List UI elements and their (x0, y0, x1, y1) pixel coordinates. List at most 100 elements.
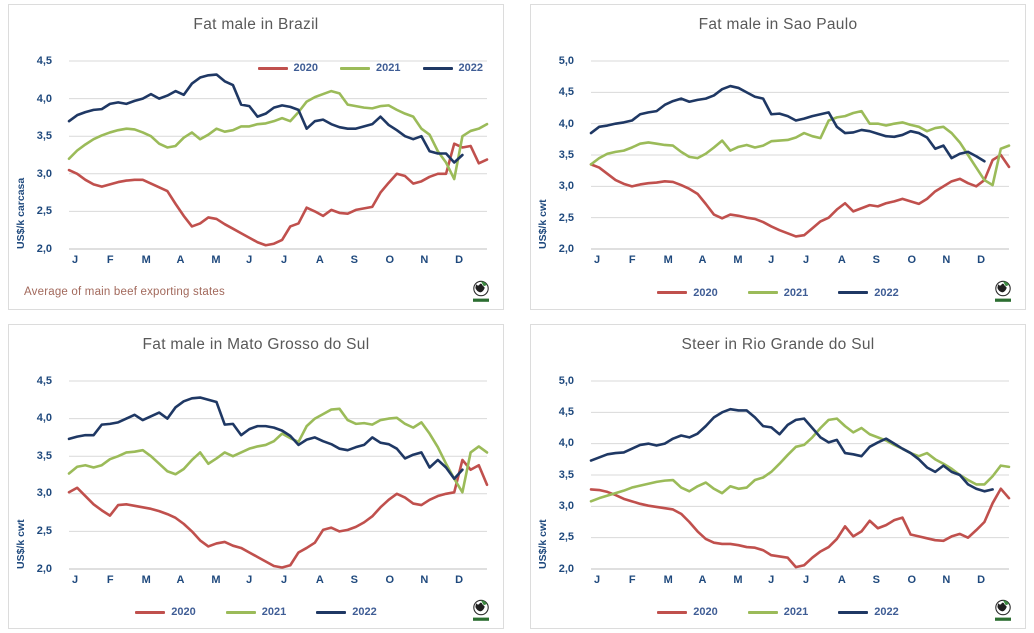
y-axis-ticks: 4,5 4,0 3,5 3,0 2,5 2,0 (9, 375, 61, 575)
x-tick-label: J (281, 254, 288, 266)
legend-item-2022: 2022 (422, 62, 483, 74)
legend-line-swatch (422, 66, 453, 70)
legend-label: 2021 (783, 286, 809, 299)
x-tick-label: N (420, 573, 429, 586)
x-tick-label: O (385, 254, 395, 266)
legend-line-swatch (225, 610, 256, 614)
chart-title: Fat male in Brazil (193, 16, 319, 33)
y-tick-label: 4,0 (558, 437, 574, 450)
x-tick-label: J (803, 573, 810, 586)
y-tick-label: 3,0 (558, 499, 574, 512)
x-tick-label: M (141, 254, 151, 266)
legend-label: 2021 (376, 62, 401, 74)
series-line-2020 (69, 459, 487, 567)
legend: 2020 2021 2022 (9, 606, 503, 618)
y-tick-label: 3,0 (36, 167, 52, 180)
x-tick-label: S (872, 573, 880, 586)
legend-label: 2021 (783, 606, 809, 618)
x-tick-label: M (211, 573, 221, 586)
series-line-2020 (69, 144, 487, 246)
series-line-2020 (591, 155, 1009, 236)
legend-line-swatch (340, 66, 371, 70)
y-tick-label: 2,5 (36, 205, 52, 218)
x-tick-label: J (72, 573, 79, 586)
x-tick-label: O (907, 254, 917, 266)
plot-area (69, 381, 487, 569)
x-tick-label: J (246, 254, 253, 266)
legend-label: 2020 (693, 286, 718, 299)
globe-logo (473, 599, 489, 621)
y-tick-label: 2,5 (36, 524, 52, 537)
x-tick-label: J (803, 254, 810, 266)
series-line-2022 (69, 75, 462, 163)
y-tick-label: 4,5 (558, 86, 574, 99)
y-tick-label: 4,5 (36, 374, 52, 387)
x-tick-label: D (455, 573, 464, 586)
x-tick-label: J (768, 573, 775, 586)
legend-label: 2020 (171, 606, 196, 618)
y-tick-label: 3,5 (36, 130, 52, 143)
x-tick-label: A (698, 573, 707, 586)
legend-item-2021: 2021 (747, 286, 809, 299)
x-tick-label: M (211, 254, 221, 266)
x-tick-label: D (455, 254, 464, 266)
y-tick-label: 4,5 (558, 405, 574, 418)
legend: 2020 2021 2022 (531, 606, 1025, 618)
y-tick-label: 3,5 (558, 149, 574, 161)
legend-label: 2020 (693, 606, 718, 618)
y-tick-label: 3,0 (558, 180, 574, 193)
y-tick-label: 2,0 (36, 243, 52, 255)
line-chart-svg (69, 381, 487, 569)
chart-panel-mato-grosso-do-sul: Fat male in Mato Grosso do Sul US$/k cwt… (8, 323, 504, 629)
series-line-2022 (69, 397, 462, 478)
x-tick-label: M (663, 254, 673, 266)
legend-item-2020: 2020 (657, 606, 718, 618)
chart-panel-sao-paulo: Fat male in Sao Paulo US$/k cwt 5,0 4,5 4,… (530, 4, 1026, 310)
y-tick-label: 3,0 (36, 487, 52, 500)
chart-panel-brazil: Fat male in Brazil US$/k carcasa 4,5 4,0 3… (8, 4, 504, 310)
globe-logo (473, 280, 489, 302)
legend-line-swatch (135, 610, 166, 614)
x-tick-label: A (315, 573, 324, 586)
footnote: Average of main beef exporting states (24, 285, 225, 298)
y-tick-label: 3,5 (558, 468, 574, 481)
series-line-2021 (591, 418, 1009, 501)
y-axis-ticks: 4,5 4,0 3,5 3,0 2,5 2,0 (9, 55, 61, 255)
y-axis-ticks: 5,0 4,5 4,0 3,5 3,0 2,5 2,0 (531, 375, 583, 575)
series-line-2021 (69, 408, 487, 491)
plot-area (591, 381, 1009, 569)
series-line-2020 (591, 488, 1009, 566)
x-tick-label: F (628, 254, 636, 266)
globe-logo (995, 280, 1011, 302)
chart-title: Fat male in Mato Grosso do Sul (142, 335, 370, 353)
series-line-2022 (591, 86, 984, 161)
legend-line-swatch (747, 291, 778, 294)
y-tick-label: 2,5 (558, 211, 574, 224)
globe-logo (995, 599, 1011, 621)
x-tick-label: M (141, 573, 151, 586)
y-tick-label: 3,5 (36, 449, 52, 462)
x-tick-label: J (246, 573, 253, 586)
line-chart-svg (591, 61, 1009, 249)
x-tick-label: M (663, 573, 673, 586)
x-tick-label: F (106, 573, 114, 586)
x-tick-label: M (733, 254, 743, 266)
series-line-2021 (69, 91, 487, 179)
legend-line-swatch (657, 610, 688, 614)
plot-area (591, 61, 1009, 249)
legend-item-2020: 2020 (657, 286, 718, 299)
legend-item-2022: 2022 (838, 606, 899, 618)
x-tick-label: N (942, 254, 951, 266)
y-tick-label: 2,0 (558, 243, 574, 255)
y-tick-label: 4,0 (36, 92, 52, 105)
x-tick-label: A (176, 573, 185, 586)
x-tick-label: J (594, 573, 601, 586)
legend-line-swatch (747, 610, 778, 614)
legend-line-swatch (838, 610, 869, 614)
x-tick-label: D (977, 254, 986, 266)
legend-label: 2022 (352, 606, 377, 618)
x-tick-label: D (977, 573, 986, 586)
x-tick-label: J (72, 254, 79, 266)
